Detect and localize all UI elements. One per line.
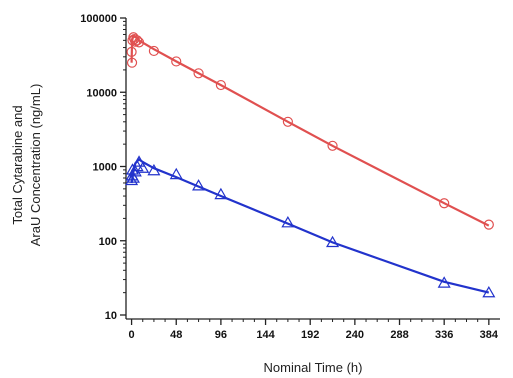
x-tick-label: 384 bbox=[480, 329, 499, 341]
x-tick-label: 336 bbox=[435, 329, 453, 341]
y-axis-title-line-1: Total Cytarabine and bbox=[10, 105, 25, 224]
series-2-point bbox=[482, 285, 496, 298]
series-2-point bbox=[169, 167, 183, 180]
series-1-point bbox=[215, 79, 226, 91]
series-2-point bbox=[281, 215, 295, 228]
series-layer bbox=[125, 32, 496, 298]
series-1-point bbox=[126, 46, 137, 57]
x-tick-label: 96 bbox=[215, 329, 227, 341]
series-1-point bbox=[193, 68, 204, 79]
x-axis-title: Nominal Time (h) bbox=[264, 360, 363, 375]
series-2-point bbox=[147, 163, 161, 176]
series-1-point bbox=[282, 116, 293, 127]
series-2-point bbox=[214, 187, 228, 200]
y-tick-label: 10 bbox=[105, 310, 117, 322]
x-tick-label: 0 bbox=[129, 329, 135, 341]
series-1-point bbox=[483, 219, 494, 230]
y-tick-label: 1000 bbox=[93, 162, 117, 174]
y-axis-title-line-2: AraU Concentration (ng/mL) bbox=[28, 84, 43, 247]
label-layer: Nominal Time (h) Total Cytarabine and Ar… bbox=[10, 84, 362, 375]
series-2-point bbox=[126, 171, 140, 183]
axes: 10 100 1000 10000 100000 0 48 96 144 192 240 288 336… bbox=[80, 13, 500, 341]
x-tick-label: 192 bbox=[301, 329, 319, 341]
y-tick-label: 100 bbox=[99, 236, 117, 248]
series-1-point bbox=[126, 57, 138, 68]
series-1-point bbox=[148, 45, 160, 57]
series-1-fit-line bbox=[130, 34, 490, 227]
series-1-point bbox=[171, 56, 182, 67]
series-2-point bbox=[326, 235, 340, 248]
series-2-point bbox=[437, 276, 451, 288]
series-1-point bbox=[128, 32, 139, 43]
series-1-point bbox=[439, 198, 450, 209]
series-2 bbox=[125, 155, 496, 298]
series-1-point bbox=[133, 37, 145, 48]
y-tick-label: 10000 bbox=[86, 87, 117, 99]
series-1 bbox=[126, 32, 494, 230]
series-2-point bbox=[132, 155, 146, 167]
x-tick-label: 48 bbox=[170, 329, 182, 341]
series-2-point bbox=[136, 161, 150, 173]
series-1-point bbox=[130, 36, 141, 47]
series-1-point bbox=[327, 140, 338, 151]
series-2-fit-line bbox=[130, 158, 490, 294]
x-tick-label: 144 bbox=[256, 329, 275, 341]
x-tick-label: 240 bbox=[346, 329, 364, 341]
series-2-point bbox=[192, 179, 206, 191]
x-tick-label: 288 bbox=[390, 329, 408, 341]
series-1-point bbox=[132, 35, 143, 46]
y-tick-label: 100000 bbox=[80, 13, 117, 25]
